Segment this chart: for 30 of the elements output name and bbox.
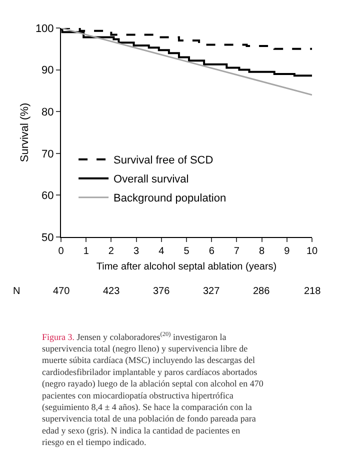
x-tick-label: 8 bbox=[259, 246, 266, 257]
y-axis-title: Survival (%) bbox=[19, 102, 32, 162]
legend-label: Background population bbox=[114, 192, 226, 205]
text: Figura 3. Jensen y colaboradores$^{(20)}$ investigaron la supervivencia total (negro lleno) y supervivencia libre de muerte súbita cardíaca (MSC) incluyendo las descargas del cardiodesfibrilador implantable y paros cardíacos abortados (negro rayado) luego de la ablación septal con alcohol en 470 pacientes con miocardiopatía obstructiva hipertrófica (seguimiento 8,4 ± 4 años). Se hace la comparación con la supervivencia total de una población de fondo pareada para edad y sexo (gris). N indica la cantidad de pacientes en riesgo en el tiempo indicado. bbox=[42, 331, 264, 448]
text: 376 bbox=[153, 286, 170, 297]
x-tick-label: 0 bbox=[58, 246, 64, 257]
legend-label: Overall survival bbox=[114, 174, 189, 186]
text: 286 bbox=[253, 286, 270, 297]
x-tick-label: 1 bbox=[83, 246, 90, 257]
text: 470 bbox=[53, 286, 70, 297]
y-tick-label: 80 bbox=[42, 106, 54, 118]
legend-label: Survival free of SCD bbox=[114, 154, 214, 167]
x-tick-label: 2 bbox=[108, 246, 114, 257]
x-tick-label: 4 bbox=[158, 246, 165, 257]
text: 423 bbox=[103, 286, 120, 297]
x-tick-label: 9 bbox=[284, 246, 290, 257]
x-tick-label: 5 bbox=[184, 246, 190, 257]
y-tick-label: 100 bbox=[35, 22, 54, 35]
text: 218 bbox=[304, 286, 322, 297]
x-tick-label: 6 bbox=[208, 246, 215, 257]
text: 327 bbox=[203, 286, 220, 297]
text: N bbox=[13, 286, 20, 297]
x-tick-label: 3 bbox=[134, 246, 140, 257]
y-tick-label: 90 bbox=[42, 64, 54, 77]
y-tick-label: 50 bbox=[42, 232, 54, 244]
y-tick-label: 70 bbox=[42, 148, 54, 160]
x-tick-label: 10 bbox=[306, 246, 318, 257]
x-tick-label: 7 bbox=[234, 246, 240, 257]
y-tick-label: 60 bbox=[42, 190, 54, 202]
x-axis-title: Time after alcohol septal ablation (years) bbox=[96, 262, 277, 272]
